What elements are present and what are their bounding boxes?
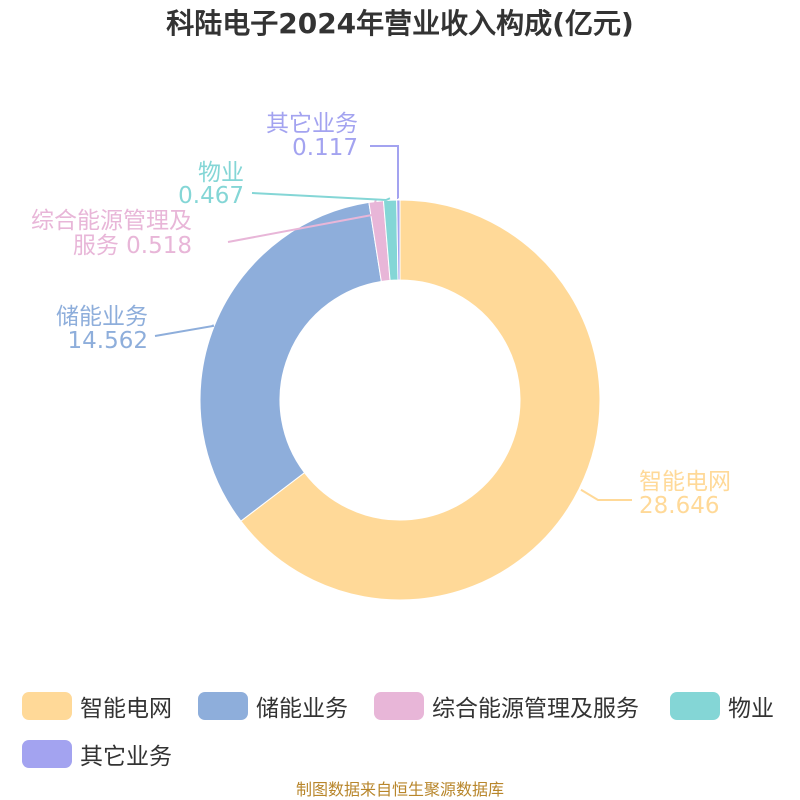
slice-label-2: 综合能源管理及	[31, 208, 192, 234]
slice-label-0: 智能电网	[639, 469, 731, 495]
legend-swatch	[374, 692, 424, 720]
legend-item-2[interactable]: 综合能源管理及服务	[374, 688, 639, 724]
legend-swatch	[198, 692, 248, 720]
slice-value-2: 服务 0.518	[73, 233, 192, 259]
slice-label-3: 物业	[198, 160, 244, 186]
slice-0	[240, 199, 601, 601]
slice-1	[199, 201, 382, 522]
leader-line-2	[227, 199, 377, 243]
legend-swatch	[22, 692, 72, 720]
slice-value-3: 0.467	[178, 183, 244, 209]
legend-item-3[interactable]: 物业	[670, 688, 774, 724]
chart-title: 科陆电子2024年营业收入构成(亿元)	[166, 7, 634, 40]
leader-line-4	[370, 145, 399, 200]
legend-item-1[interactable]: 储能业务	[198, 688, 348, 724]
legend-item-0[interactable]: 智能电网	[22, 688, 172, 724]
slice-value-4: 0.117	[292, 135, 358, 161]
legend-swatch	[670, 692, 720, 720]
slice-4	[396, 199, 401, 281]
legend-label: 综合能源管理及服务	[432, 696, 639, 722]
slice-label-4: 其它业务	[266, 111, 358, 137]
legend-label: 智能电网	[80, 696, 172, 722]
legend-label: 物业	[728, 696, 774, 722]
source-note: 制图数据来自恒生聚源数据库	[295, 780, 504, 799]
slice-label-1: 储能业务	[56, 304, 148, 330]
legend-item-4[interactable]: 其它业务	[22, 736, 172, 772]
legend-swatch	[22, 740, 72, 768]
legend-label: 储能业务	[256, 696, 348, 722]
slice-value-1: 14.562	[68, 328, 148, 354]
leader-line-3	[251, 192, 391, 202]
legend-label: 其它业务	[80, 744, 172, 770]
leader-line-0	[580, 488, 632, 501]
leader-line-1	[154, 324, 215, 337]
slice-value-0: 28.646	[639, 493, 719, 519]
